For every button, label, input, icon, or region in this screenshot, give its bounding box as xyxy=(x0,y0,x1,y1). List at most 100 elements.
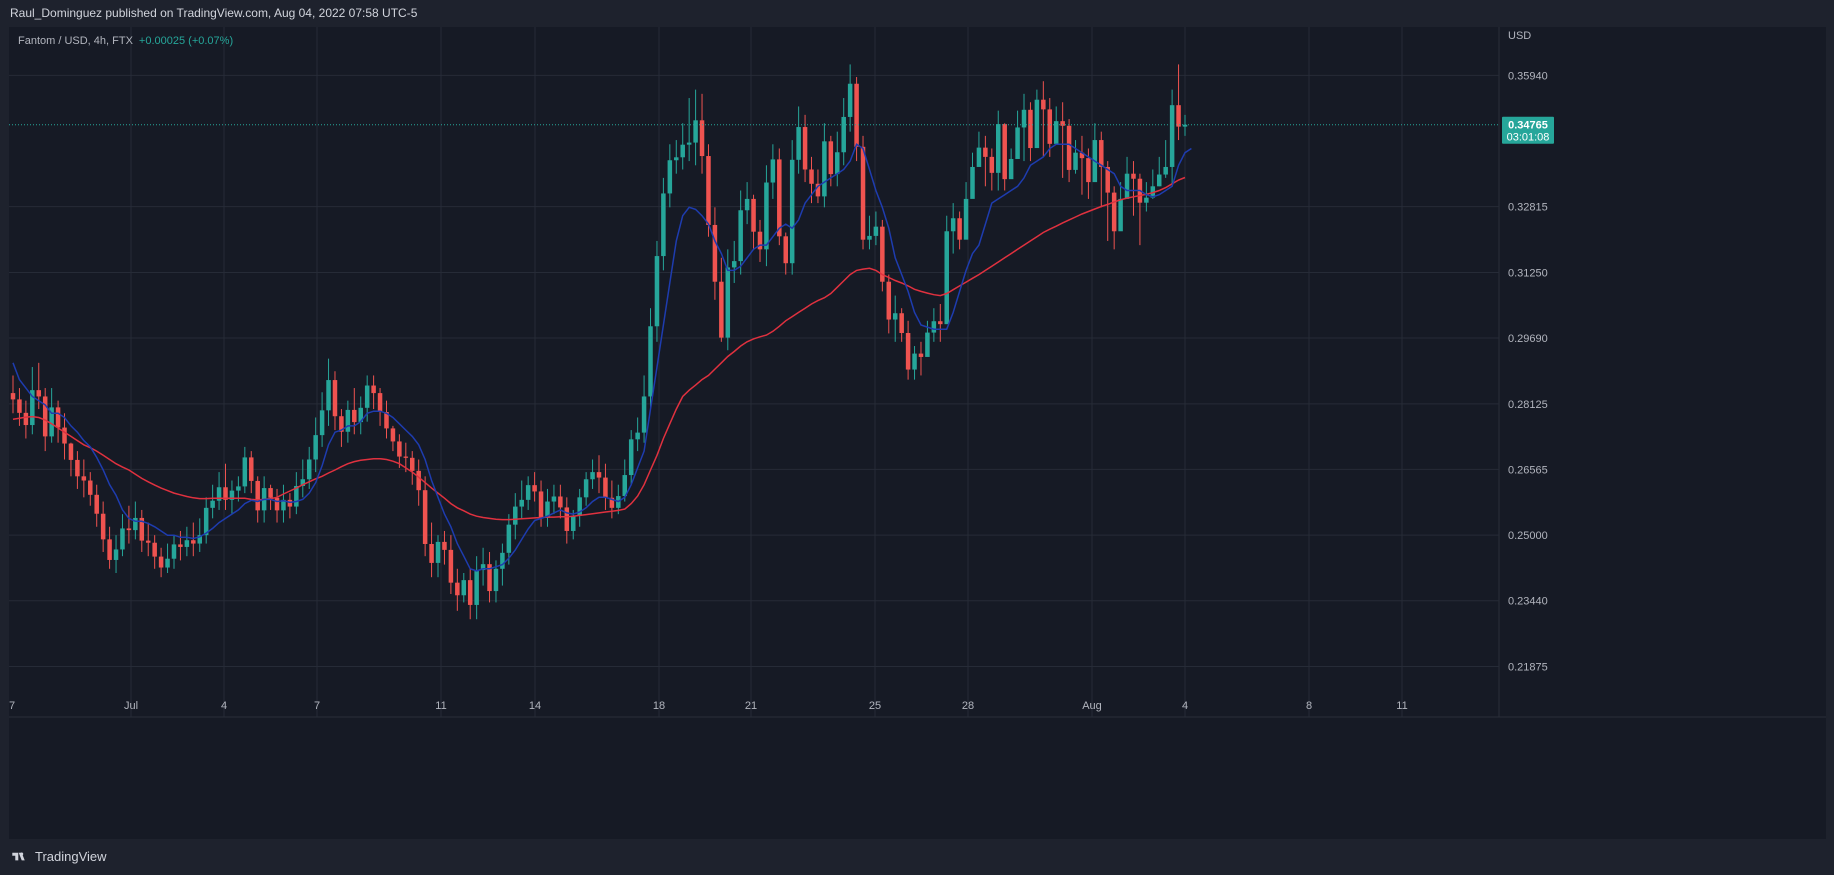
candle-body xyxy=(319,410,325,436)
publisher-text: Raul_Dominguez published on TradingView.… xyxy=(10,6,418,20)
candle-body xyxy=(10,393,16,400)
tradingview-logo[interactable]: TradingView xyxy=(10,849,107,864)
y-tick-label: 0.21875 xyxy=(1508,662,1548,674)
candle-body xyxy=(918,353,924,357)
candle-body xyxy=(390,428,396,442)
candle-body xyxy=(558,496,563,508)
candle-body xyxy=(590,472,595,480)
candle-body xyxy=(139,517,145,541)
candle-body xyxy=(905,332,911,370)
candle-body xyxy=(23,412,29,426)
candle-body xyxy=(1060,121,1065,126)
x-tick-label: Jul xyxy=(124,700,138,712)
candle-body xyxy=(371,385,376,394)
candle-body xyxy=(68,443,74,460)
x-tick-label: 18 xyxy=(653,700,665,712)
candle-body xyxy=(796,127,801,160)
candle-body xyxy=(1124,173,1130,199)
candle-body xyxy=(686,142,692,145)
candle-body xyxy=(1118,198,1123,232)
price-chart[interactable]: 0.35940 0.32815 0.31250 0.29690 0.28125 0.265… xyxy=(9,27,1826,839)
candle-body xyxy=(184,540,190,547)
candle-body xyxy=(622,475,628,497)
candle-body xyxy=(551,496,557,502)
price-change: +0.00025 (+0.07%) xyxy=(138,35,234,47)
y-tick-label: 0.31250 xyxy=(1508,267,1548,279)
candle-body xyxy=(661,193,666,257)
candle-body xyxy=(435,541,441,563)
candle-body xyxy=(1028,109,1033,149)
candle-body xyxy=(976,147,982,167)
candle-body xyxy=(532,485,537,492)
candle-body xyxy=(835,152,840,175)
candle-body xyxy=(191,540,196,544)
candle-body xyxy=(1066,125,1072,170)
candle-body xyxy=(281,499,286,511)
chart-area[interactable]: 0.35940 0.32815 0.31250 0.29690 0.28125 0.265… xyxy=(9,27,1826,839)
candle-body xyxy=(397,441,402,457)
x-tick-label: 4 xyxy=(1182,700,1188,712)
symbol-label: Fantom / USD, 4h, FTX xyxy=(18,35,133,47)
candle-body xyxy=(867,235,872,240)
candle-body xyxy=(223,487,228,500)
candle-body xyxy=(950,218,956,232)
candle-body xyxy=(1099,140,1104,167)
candle-body xyxy=(294,485,299,507)
candle-body xyxy=(364,385,370,408)
candle-body xyxy=(1086,158,1091,183)
candle-body xyxy=(841,116,846,153)
candle-body xyxy=(461,580,467,596)
candle-body xyxy=(628,439,634,476)
candle-body xyxy=(757,231,763,250)
candle-body xyxy=(249,457,254,481)
candle-body xyxy=(268,488,273,498)
candle-body xyxy=(519,499,524,507)
candle-body xyxy=(75,459,80,477)
candle-body xyxy=(300,479,306,486)
x-tick-label: 11 xyxy=(1396,700,1407,712)
candle-body xyxy=(603,477,608,498)
candle-body xyxy=(1079,152,1085,159)
candle-body xyxy=(62,427,67,444)
candle-body xyxy=(1156,174,1162,187)
x-tick-label: 4 xyxy=(221,700,227,712)
candle-body xyxy=(377,393,383,413)
x-tick-label: 14 xyxy=(529,700,541,712)
candle-body xyxy=(422,490,428,544)
candle-body xyxy=(583,479,589,498)
candle-body xyxy=(1008,158,1014,180)
candle-body xyxy=(1041,99,1046,110)
candle-body xyxy=(36,390,42,397)
candle-body xyxy=(339,416,344,432)
candle-body xyxy=(873,226,879,236)
candle-body xyxy=(358,407,363,423)
x-tick-label: 11 xyxy=(435,700,446,712)
symbol-legend: Fantom / USD, 4h, FTX +0.00025 (+0.07%) xyxy=(18,35,233,47)
candle-body xyxy=(880,226,885,282)
candle-body xyxy=(100,513,106,540)
candle-body xyxy=(970,166,975,199)
candle-body xyxy=(229,490,235,500)
candle-body xyxy=(764,182,769,250)
candle-body xyxy=(500,552,505,569)
candle-body xyxy=(725,267,731,338)
candle-body xyxy=(693,120,698,143)
candle-body xyxy=(596,472,602,478)
candle-body xyxy=(828,141,834,175)
candle-body xyxy=(1131,173,1136,179)
candle-body xyxy=(989,156,995,173)
candle-body xyxy=(88,480,93,495)
candle-body xyxy=(1169,105,1175,167)
candle-body xyxy=(609,497,615,508)
candle-body xyxy=(751,198,756,232)
x-tick-label: 7 xyxy=(314,700,320,712)
last-price-tag xyxy=(1502,116,1554,144)
x-tick-label: 25 xyxy=(869,700,881,712)
candle-body xyxy=(1053,121,1059,144)
candle-body xyxy=(467,580,473,605)
candle-body xyxy=(133,517,138,531)
candle-body xyxy=(30,390,35,426)
tradingview-brand: TradingView xyxy=(35,849,107,864)
footer-bar xyxy=(0,840,1834,875)
candle-body xyxy=(145,540,151,543)
